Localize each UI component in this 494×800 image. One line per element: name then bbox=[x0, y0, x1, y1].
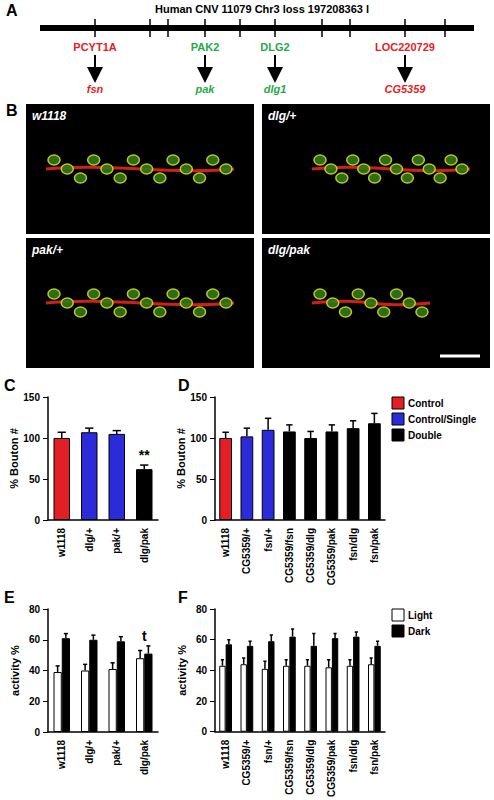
svg-text:CG5359/pak: CG5359/pak bbox=[326, 739, 337, 797]
svg-text:fsn/pak: fsn/pak bbox=[369, 739, 380, 774]
svg-text:w1118: w1118 bbox=[56, 740, 67, 770]
svg-text:A: A bbox=[6, 2, 18, 19]
svg-text:50: 50 bbox=[29, 474, 41, 485]
svg-text:0: 0 bbox=[34, 727, 40, 738]
svg-text:w1118: w1118 bbox=[220, 528, 231, 558]
svg-text:dlg/pak: dlg/pak bbox=[268, 243, 311, 257]
svg-text:PAK2: PAK2 bbox=[191, 41, 220, 53]
svg-text:activity %: activity % bbox=[9, 645, 21, 696]
svg-text:CG5359/fsn: CG5359/fsn bbox=[284, 740, 295, 795]
svg-text:150: 150 bbox=[190, 392, 207, 403]
svg-text:Control/Single: Control/Single bbox=[408, 414, 477, 425]
svg-text:80: 80 bbox=[196, 604, 208, 615]
svg-text:0: 0 bbox=[201, 515, 207, 526]
svg-text:fsn/dlg: fsn/dlg bbox=[348, 528, 359, 561]
svg-text:Human CNV 11079 Chr3 loss 1972: Human CNV 11079 Chr3 loss 197208363 l bbox=[155, 3, 369, 15]
svg-text:fsn/pak: fsn/pak bbox=[369, 528, 380, 563]
svg-text:DLG2: DLG2 bbox=[260, 41, 289, 53]
svg-text:Control: Control bbox=[408, 398, 444, 409]
svg-text:w1118: w1118 bbox=[32, 109, 67, 123]
svg-text:% Bouton #: % Bouton # bbox=[8, 428, 20, 489]
svg-text:**: ** bbox=[139, 447, 150, 463]
svg-text:150: 150 bbox=[23, 392, 40, 403]
svg-text:pak: pak bbox=[195, 83, 216, 95]
svg-text:40: 40 bbox=[196, 665, 208, 676]
svg-text:20: 20 bbox=[29, 696, 41, 707]
svg-text:pak/+: pak/+ bbox=[111, 740, 122, 766]
svg-text:PCYT1A: PCYT1A bbox=[73, 41, 116, 53]
svg-text:CG5359/+: CG5359/+ bbox=[241, 740, 252, 786]
svg-text:dlg1: dlg1 bbox=[264, 83, 287, 95]
svg-text:% Bouton #: % Bouton # bbox=[175, 428, 187, 489]
svg-text:pak/+: pak/+ bbox=[31, 243, 63, 257]
svg-text:dlg/+: dlg/+ bbox=[84, 740, 95, 764]
svg-text:fsn: fsn bbox=[87, 83, 104, 95]
svg-text:CG5359/dlg: CG5359/dlg bbox=[305, 528, 316, 583]
svg-text:CG5359/pak: CG5359/pak bbox=[326, 528, 337, 586]
svg-text:Light: Light bbox=[408, 610, 433, 621]
svg-text:0: 0 bbox=[34, 515, 40, 526]
svg-text:w1118: w1118 bbox=[56, 528, 67, 558]
svg-text:100: 100 bbox=[190, 433, 207, 444]
svg-text:20: 20 bbox=[196, 696, 208, 707]
svg-text:100: 100 bbox=[23, 433, 40, 444]
svg-text:40: 40 bbox=[29, 665, 41, 676]
svg-text:dlg/+: dlg/+ bbox=[268, 109, 296, 123]
svg-text:fsn/dlg: fsn/dlg bbox=[348, 740, 359, 773]
svg-text:CG5359/dlg: CG5359/dlg bbox=[305, 740, 316, 795]
svg-text:C: C bbox=[4, 377, 16, 394]
svg-text:pak/+: pak/+ bbox=[111, 528, 122, 554]
svg-text:E: E bbox=[4, 589, 15, 606]
svg-text:CG5359/fsn: CG5359/fsn bbox=[284, 528, 295, 583]
svg-text:Double: Double bbox=[408, 430, 442, 441]
svg-text:w1118: w1118 bbox=[220, 739, 231, 769]
svg-text:activity %: activity % bbox=[176, 645, 188, 696]
svg-text:CG5359: CG5359 bbox=[385, 83, 427, 95]
svg-text:Dark: Dark bbox=[408, 626, 431, 637]
svg-text:t: t bbox=[142, 628, 147, 644]
svg-text:50: 50 bbox=[196, 474, 208, 485]
svg-text:dlg/pak: dlg/pak bbox=[139, 740, 150, 775]
svg-text:fsn/+: fsn/+ bbox=[263, 528, 274, 552]
svg-text:fsn/+: fsn/+ bbox=[263, 740, 274, 764]
svg-text:B: B bbox=[6, 102, 18, 119]
svg-text:60: 60 bbox=[29, 634, 41, 645]
svg-text:D: D bbox=[178, 377, 190, 394]
svg-text:80: 80 bbox=[29, 604, 41, 615]
svg-text:dlg/pak: dlg/pak bbox=[139, 528, 150, 563]
svg-text:0: 0 bbox=[201, 726, 207, 737]
svg-text:60: 60 bbox=[196, 634, 208, 645]
svg-text:CG5359/+: CG5359/+ bbox=[241, 528, 252, 574]
svg-text:F: F bbox=[178, 589, 188, 606]
svg-text:LOC220729: LOC220729 bbox=[375, 41, 435, 53]
svg-text:dlg/+: dlg/+ bbox=[84, 528, 95, 552]
